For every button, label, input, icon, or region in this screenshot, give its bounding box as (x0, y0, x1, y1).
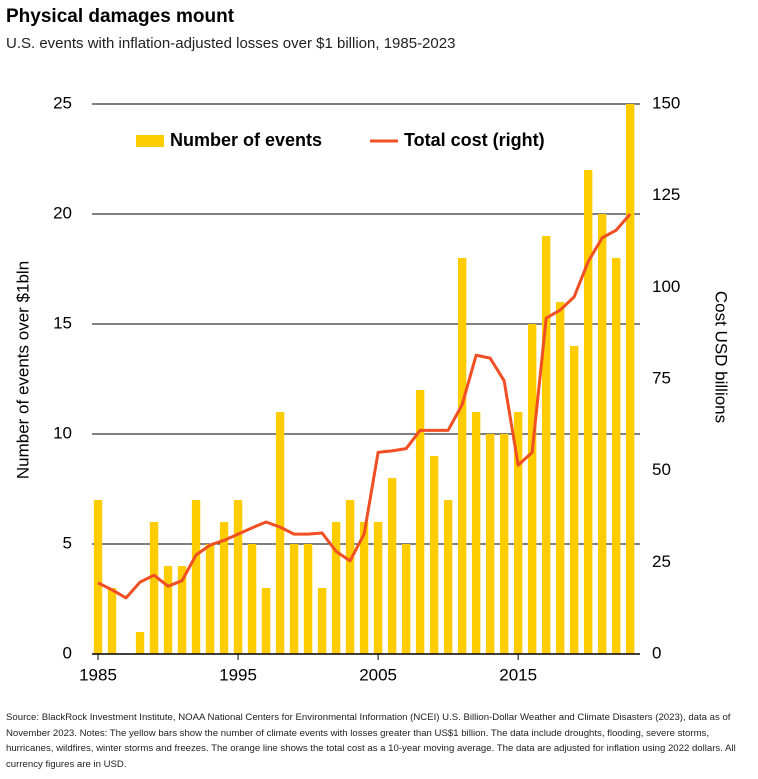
y-tick-label: 15 (53, 313, 72, 332)
y-tick-label: 0 (63, 643, 72, 662)
bar (331, 522, 341, 654)
bar (401, 544, 411, 654)
bar (219, 522, 229, 654)
x-tick-label: 1995 (219, 665, 257, 684)
bar (415, 390, 425, 654)
bar (541, 236, 551, 654)
bar (107, 588, 117, 654)
bar (247, 544, 257, 654)
bar (345, 500, 355, 654)
bar (205, 544, 215, 654)
y2-axis-label: Cost USD billions (712, 291, 731, 423)
y2-tick-label: 25 (652, 552, 671, 571)
bar (177, 566, 187, 654)
title: Physical damages mount (6, 6, 235, 27)
bar (471, 412, 481, 654)
y-tick-label: 20 (53, 203, 72, 222)
y2-tick-label: 0 (652, 643, 661, 662)
x-tick-label: 1985 (79, 665, 117, 684)
legend-swatch (136, 135, 164, 147)
bar (583, 170, 593, 654)
y-tick-label: 10 (53, 423, 72, 442)
bar (93, 500, 103, 654)
bar (429, 456, 439, 654)
bar (457, 258, 467, 654)
bar (191, 500, 201, 654)
bar (149, 522, 159, 654)
chart: 0 5 10 15 20 25 0 25 50 75 100 125 150 1985 1995 2005 20… (13, 93, 731, 684)
bar (527, 324, 537, 654)
bar (233, 500, 243, 654)
bar (275, 412, 285, 654)
x-tick-label: 2015 (499, 665, 537, 684)
bar (135, 632, 145, 654)
bar (443, 500, 453, 654)
y2-tick-label: 75 (652, 368, 671, 387)
bar (261, 588, 271, 654)
y-axis-label: Number of events over $1bln (13, 261, 32, 479)
bar (569, 346, 579, 654)
y-tick-label: 25 (53, 93, 72, 112)
bar (499, 434, 509, 654)
legend-label: Number of events (170, 130, 322, 150)
bar (555, 302, 565, 654)
bar (611, 258, 621, 654)
bar (485, 434, 495, 654)
y2-tick-label: 150 (652, 93, 680, 112)
y2-tick-label: 125 (652, 185, 680, 204)
bar (163, 566, 173, 654)
y2-tick-label: 50 (652, 460, 671, 479)
bar (317, 588, 327, 654)
legend-label: Total cost (right) (404, 130, 545, 150)
bar (597, 214, 607, 654)
bar (359, 522, 369, 654)
x-tick-label: 2005 (359, 665, 397, 684)
line (97, 213, 632, 600)
bar (625, 104, 635, 654)
subtitle: U.S. events with inflation-adjusted loss… (6, 35, 456, 52)
y2-tick-label: 100 (652, 277, 680, 296)
bar (303, 544, 313, 654)
bar (513, 412, 523, 654)
bar (373, 522, 383, 654)
source-note: Source: BlackRock Investment Institute, … (6, 712, 736, 770)
bar (289, 544, 299, 654)
bar (387, 478, 397, 654)
y-tick-label: 5 (63, 533, 72, 552)
